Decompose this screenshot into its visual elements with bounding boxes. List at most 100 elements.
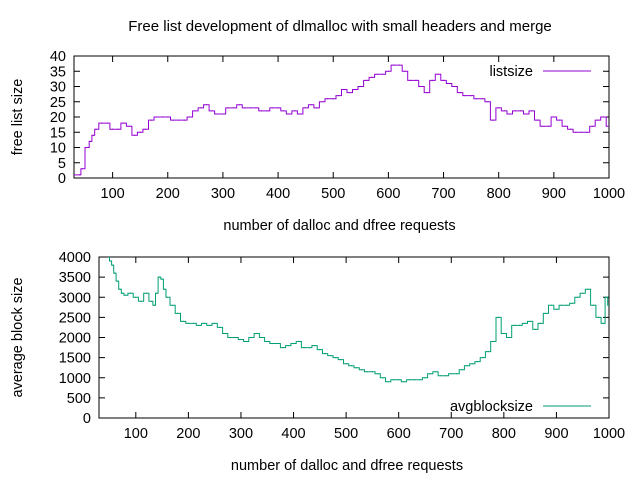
data-point xyxy=(445,375,447,377)
x-tick-label: 500 xyxy=(321,186,345,202)
y-tick-label: 10 xyxy=(50,141,66,157)
data-point xyxy=(450,373,452,375)
y-tick-label: 2500 xyxy=(59,310,91,326)
data-point xyxy=(371,371,373,373)
data-point xyxy=(156,116,158,118)
data-point xyxy=(89,140,92,142)
data-point xyxy=(112,128,114,130)
data-point xyxy=(404,70,406,72)
series-line-avgblocksize xyxy=(108,257,609,383)
data-point xyxy=(459,92,461,94)
data-point xyxy=(431,79,434,81)
y-tick-label: 15 xyxy=(50,125,66,141)
y-tick-label: 3000 xyxy=(59,290,91,306)
data-point xyxy=(224,332,226,335)
x-tick-label: 900 xyxy=(544,426,568,442)
data-point xyxy=(382,377,384,379)
data-point xyxy=(520,110,522,112)
data-point xyxy=(547,125,549,127)
data-point xyxy=(194,110,196,112)
data-point xyxy=(150,119,152,121)
data-point xyxy=(172,304,174,306)
data-point xyxy=(316,107,318,109)
data-point xyxy=(429,373,431,375)
data-point xyxy=(575,131,577,133)
data-point xyxy=(343,88,345,91)
data-point xyxy=(81,168,83,170)
data-point xyxy=(74,174,75,176)
data-point xyxy=(298,340,300,343)
data-point xyxy=(87,146,89,149)
data-point xyxy=(340,359,342,361)
data-point xyxy=(420,85,423,88)
data-point xyxy=(107,257,110,258)
data-point xyxy=(545,312,547,314)
data-point xyxy=(454,85,456,88)
data-point xyxy=(393,64,395,66)
data-point xyxy=(349,92,351,94)
data-point xyxy=(442,79,445,81)
data-point xyxy=(140,300,142,302)
data-point xyxy=(466,365,468,367)
data-point xyxy=(200,107,202,109)
data-point xyxy=(591,125,594,127)
data-point xyxy=(561,304,563,306)
data-point xyxy=(134,134,136,136)
data-point xyxy=(255,107,257,109)
data-point xyxy=(229,336,231,339)
data-point xyxy=(437,73,439,75)
data-point xyxy=(214,322,216,324)
data-point xyxy=(503,332,505,335)
data-point xyxy=(116,280,118,282)
data-point xyxy=(216,113,218,115)
data-point xyxy=(424,377,426,379)
chart-bottom: 100 200 300 400 500 600 700 800 900 1000 0 500 1000 1… xyxy=(10,250,625,474)
data-point xyxy=(158,276,161,278)
data-point xyxy=(222,113,224,115)
legend-label: listsize xyxy=(489,64,533,80)
data-point xyxy=(477,361,479,363)
data-point xyxy=(415,79,417,81)
data-point xyxy=(566,304,568,306)
data-point xyxy=(525,113,527,115)
data-point xyxy=(172,119,174,121)
data-point xyxy=(112,264,114,266)
data-point xyxy=(327,98,329,100)
data-point xyxy=(514,110,516,112)
x-tick-label: 500 xyxy=(334,426,358,442)
data-point xyxy=(487,101,489,103)
chart-top: 100 200 300 400 500 600 700 800 900 1000 051015202… xyxy=(10,49,625,234)
data-point xyxy=(603,322,605,324)
data-point xyxy=(398,379,400,381)
data-point xyxy=(408,379,410,381)
data-point xyxy=(513,324,516,326)
x-tick-label: 700 xyxy=(439,426,463,442)
data-point xyxy=(329,355,331,357)
data-point xyxy=(376,73,378,75)
data-point xyxy=(465,95,467,97)
data-point xyxy=(314,345,316,347)
data-point xyxy=(240,338,242,341)
x-axis-label: number of dalloc and dfree requests xyxy=(223,218,455,234)
data-point xyxy=(492,340,494,343)
plots: 100 200 300 400 500 600 700 800 900 1000051015202… xyxy=(10,49,625,474)
y-tick-label: 0 xyxy=(58,171,66,187)
x-tick-label: 200 xyxy=(176,426,200,442)
data-point xyxy=(498,316,500,318)
data-point xyxy=(587,288,589,290)
data-point xyxy=(178,119,180,121)
data-point xyxy=(509,113,511,115)
data-point xyxy=(101,122,103,124)
data-point xyxy=(161,278,163,280)
x-tick-label: 1000 xyxy=(593,426,625,442)
y-tick-label: 3500 xyxy=(59,270,91,286)
y-tick-label: 30 xyxy=(50,80,66,96)
data-point xyxy=(608,125,609,127)
data-point xyxy=(605,296,608,298)
data-point xyxy=(558,119,561,121)
data-point xyxy=(564,125,566,127)
data-point xyxy=(233,107,235,109)
y-tick-label: 40 xyxy=(50,49,66,65)
data-point xyxy=(177,312,179,314)
x-tick-label: 400 xyxy=(281,426,305,442)
